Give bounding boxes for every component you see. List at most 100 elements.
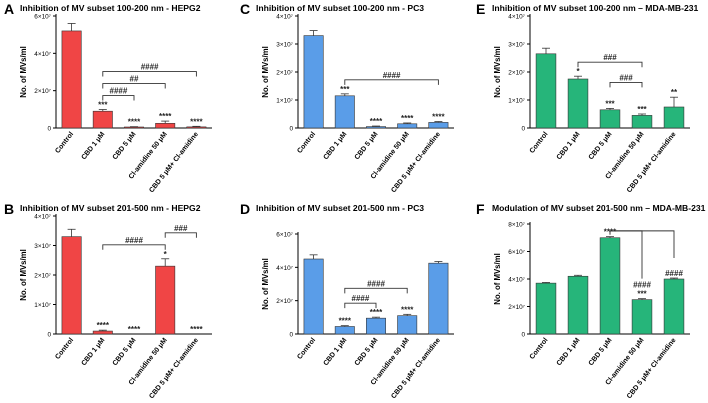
bracket-label: ###	[174, 224, 188, 233]
bar-3	[366, 126, 386, 129]
x-tick-label: CBD 5 μM	[354, 131, 380, 161]
chart-title: Inhibition of MV subset 201-500 nm - HEP…	[20, 203, 201, 213]
bracket-label: ####	[352, 294, 370, 303]
y-tick-label: 2×10⁷	[34, 88, 51, 95]
bar-4	[631, 299, 653, 335]
y-tick-label: 0	[289, 126, 293, 133]
y-tick-label: 0	[521, 332, 525, 339]
y-tick-label: 4×10⁷	[34, 51, 51, 58]
panel-e: E Inhibition of MV subset 100-200 nm – MD…	[476, 1, 698, 194]
bracket-label: ###	[603, 53, 617, 62]
panel-d: D Inhibition of MV subset 201-500 nm - PC…	[240, 201, 454, 400]
y-tick-label: 3×10⁷	[276, 42, 293, 49]
x-tick-label: CBD 5 μM	[588, 131, 614, 161]
x-tick-label: CBD 1 μM	[81, 131, 107, 161]
y-tick-label: 1×10⁷	[276, 98, 293, 105]
significance-hashes: ####	[633, 281, 651, 290]
significance-stars: *	[164, 250, 168, 259]
significance-stars: ***	[637, 290, 647, 299]
bar-4	[397, 123, 418, 129]
panel-letter: D	[240, 201, 250, 217]
significance-stars: ****	[432, 113, 445, 122]
y-tick-label: 2×10⁷	[276, 298, 293, 305]
y-tick-label: 0	[289, 332, 293, 339]
bar-3	[124, 126, 144, 129]
y-tick-label: 4×10⁷	[508, 14, 525, 21]
x-tick-label: Control	[296, 337, 317, 361]
bar-4	[155, 123, 176, 129]
y-tick-label: 0	[47, 332, 51, 339]
panel-letter: F	[476, 201, 485, 217]
significance-stars: ****	[128, 325, 141, 334]
x-tick-label: Control	[54, 337, 75, 361]
y-tick-label: 4×10⁷	[276, 14, 293, 21]
panel-letter: B	[4, 201, 14, 217]
panel-letter: C	[240, 1, 250, 17]
x-tick-label: Control	[54, 131, 75, 155]
x-tick-label: Control	[296, 131, 317, 155]
x-tick-label: CBD 5 μM	[112, 337, 138, 367]
y-tick-label: 8×10⁷	[508, 222, 525, 229]
comparison-bracket	[102, 71, 197, 77]
bar-5	[663, 278, 685, 335]
bar-2	[92, 110, 113, 129]
x-tick-label: CBD 1 μM	[556, 337, 582, 367]
bar-2	[92, 330, 113, 335]
bracket-label: ####	[383, 71, 401, 80]
x-tick-label: Control	[529, 131, 550, 155]
comparison-bracket	[164, 232, 197, 238]
y-axis-label: No. of MVs/ml	[493, 46, 502, 98]
bar-4	[631, 115, 653, 129]
y-axis-label: No. of MVs/ml	[261, 46, 270, 98]
y-tick-label: 4×10⁷	[276, 265, 293, 272]
comparison-bracket	[102, 83, 166, 89]
bar-4	[155, 265, 176, 335]
significance-stars: ****	[339, 317, 352, 326]
bracket-label: ####	[110, 87, 128, 96]
significance-hashes: ####	[665, 269, 683, 278]
bracket-label: ####	[125, 236, 143, 245]
x-tick-label: CBD 1 μM	[556, 131, 582, 161]
bar-5	[663, 106, 685, 129]
chart-title: Inhibition of MV subset 100-200 nm - HEP…	[20, 3, 201, 13]
panel-letter: A	[4, 1, 14, 17]
y-tick-label: 3×10⁷	[34, 243, 51, 250]
bar-4	[397, 315, 418, 335]
y-axis-label: No. of MVs/ml	[493, 253, 502, 305]
y-tick-label: 6×10⁷	[34, 14, 51, 21]
panel-letter: E	[476, 1, 485, 17]
bracket-label: ####	[141, 63, 159, 72]
y-tick-label: 2×10⁷	[276, 70, 293, 77]
x-tick-label: Control	[529, 337, 550, 361]
significance-stars: ****	[190, 117, 203, 126]
significance-stars: *	[576, 67, 580, 76]
y-tick-label: 4×10⁷	[34, 214, 51, 221]
bar-1	[61, 30, 82, 129]
bar-1	[303, 258, 324, 335]
bar-3	[366, 317, 386, 335]
y-tick-label: 6×10⁷	[276, 232, 293, 239]
chart-title: Modulation of MV subset 201-500 nm – MDA…	[492, 203, 706, 213]
bar-5	[428, 262, 449, 335]
bar-3	[599, 237, 621, 335]
significance-stars: ****	[159, 112, 172, 121]
significance-stars: ****	[401, 114, 414, 123]
y-tick-label: 4×10⁷	[508, 277, 525, 284]
y-tick-label: 6×10⁷	[508, 249, 525, 256]
significance-stars: ***	[605, 99, 615, 108]
comparison-bracket	[344, 287, 408, 294]
significance-stars: ****	[370, 308, 383, 317]
comparison-bracket	[609, 81, 643, 88]
y-tick-label: 0	[521, 126, 525, 133]
bar-2	[334, 95, 355, 129]
y-tick-label: 1×10⁷	[34, 302, 51, 309]
panel-a: A Inhibition of MV subset 100-200 nm - HE…	[4, 1, 212, 194]
bar-1	[535, 282, 557, 335]
bar-1	[303, 35, 324, 129]
panel-c: C Inhibition of MV subset 100-200 nm - PC…	[240, 1, 454, 194]
panel-f: F Modulation of MV subset 201-500 nm – MD…	[476, 201, 706, 400]
y-tick-label: 2×10⁷	[34, 273, 51, 280]
significance-stars: **	[671, 88, 678, 97]
comparison-bracket	[102, 95, 135, 101]
